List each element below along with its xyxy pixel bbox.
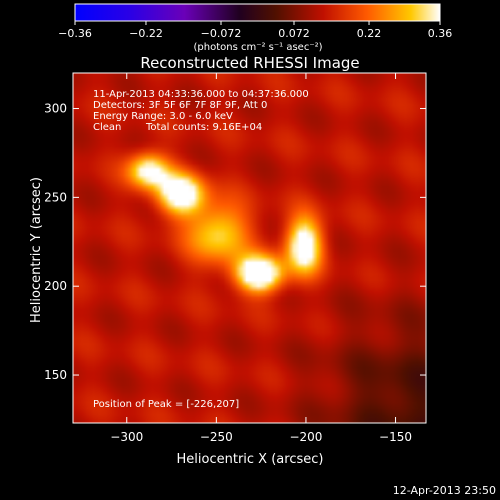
colorbar-tick-label: −0.36	[58, 27, 92, 40]
footer-timestamp: 12-Apr-2013 23:50	[393, 484, 496, 497]
colorbar: −0.36 −0.22 −0.072 0.072 0.22 0.36 (photons c…	[58, 3, 452, 53]
annotation-peak-position: Position of Peak = [-226,207]	[93, 399, 239, 410]
x-tick-label: −250	[200, 430, 233, 444]
x-axis-ticks: −300 −250 −200 −150	[110, 73, 412, 444]
heatmap-image	[73, 73, 426, 423]
colorbar-tick-label: −0.22	[129, 27, 163, 40]
chart-title: Reconstructed RHESSI Image	[140, 54, 359, 72]
colorbar-tick-label: 0.36	[428, 27, 453, 40]
x-axis-label: Heliocentric X (arcsec)	[177, 452, 324, 467]
x-tick-label: −200	[289, 430, 322, 444]
plot-area	[72, 72, 427, 424]
y-axis-ticks: 150 200 250 300	[44, 102, 426, 382]
colorbar-unit-label: (photons cm⁻² s⁻¹ asec⁻²)	[193, 42, 322, 53]
y-tick-label: 300	[44, 102, 67, 116]
annotation-detectors: Detectors: 3F 5F 6F 7F 8F 9F, Att 0	[93, 100, 267, 111]
colorbar-tick-label: 0.072	[278, 27, 310, 40]
x-tick-label: −150	[379, 430, 412, 444]
annotation-total-counts: Total counts: 9.16E+04	[145, 122, 262, 133]
plot-frame	[72, 72, 427, 424]
y-tick-label: 150	[44, 368, 67, 382]
colorbar-tick-label: 0.22	[357, 27, 382, 40]
x-tick-label: −300	[110, 430, 143, 444]
annotation-energy: Energy Range: 3.0 - 6.0 keV	[93, 111, 233, 122]
colorbar-gradient	[74, 3, 441, 22]
annotation-clean: Clean	[93, 122, 121, 133]
y-tick-label: 250	[44, 190, 67, 204]
y-tick-label: 200	[44, 279, 67, 293]
annotation-block: 11-Apr-2013 04:33:36.000 to 04:37:36.000…	[93, 89, 309, 410]
annotation-time-range: 11-Apr-2013 04:33:36.000 to 04:37:36.000	[93, 89, 309, 100]
colorbar-tick-label: −0.072	[201, 27, 242, 40]
y-axis-label: Heliocentric Y (arcsec)	[29, 177, 44, 323]
colorbar-ticks: −0.36 −0.22 −0.072 0.072 0.22 0.36	[58, 21, 452, 40]
